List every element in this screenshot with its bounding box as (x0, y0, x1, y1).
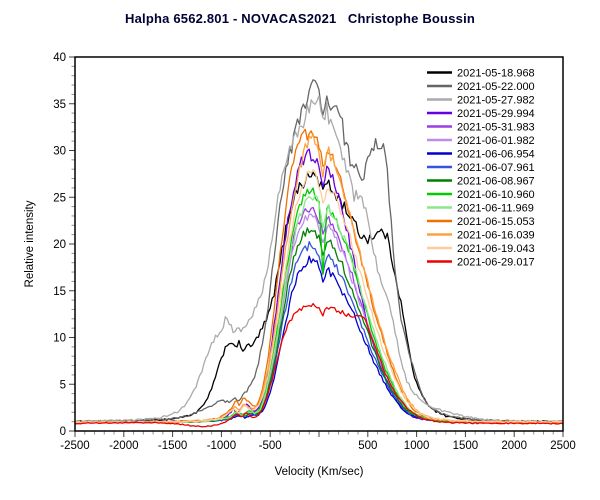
legend-label: 2021-06-08.967 (457, 176, 535, 188)
legend-label: 2021-05-18.968 (457, 68, 535, 80)
y-tick-label: 30 (53, 146, 66, 158)
chart-title: Halpha 6562.801 - NOVACAS2021 Christophe… (124, 11, 476, 26)
y-tick-label: 20 (53, 239, 66, 251)
legend-label: 2021-06-19.043 (457, 243, 535, 255)
x-tick-label: 1500 (453, 440, 479, 452)
y-tick-label: 5 (60, 379, 66, 391)
spectrum-curve (75, 95, 563, 424)
x-tick-label: 1000 (404, 440, 430, 452)
y-tick-label: 35 (53, 99, 66, 111)
y-tick-label: 10 (53, 333, 66, 345)
x-tick-label: -500 (259, 440, 282, 452)
legend-label: 2021-05-22.000 (457, 81, 535, 93)
x-tick-label: -2500 (60, 440, 89, 452)
x-axis-title: Velocity (Km/sec) (274, 466, 364, 478)
legend-label: 2021-06-11.969 (457, 203, 534, 215)
legend-label: 2021-05-31.983 (457, 122, 535, 134)
x-tick-label: -1500 (158, 440, 187, 452)
legend-label: 2021-06-10.960 (457, 189, 535, 201)
legend-label: 2021-06-15.053 (457, 216, 535, 228)
legend-label: 2021-05-29.994 (457, 108, 535, 120)
y-axis-title: Relative intensity (24, 200, 36, 288)
x-tick-label: 2500 (550, 440, 576, 452)
plot-border (74, 56, 564, 432)
y-tick-label: 0 (60, 426, 66, 438)
spectrum-curve (75, 255, 563, 424)
spectrum-curve (75, 302, 563, 428)
x-tick-label: 2000 (501, 440, 527, 452)
legend-label: 2021-06-01.982 (457, 135, 535, 147)
legend-label: 2021-06-06.954 (457, 149, 535, 161)
y-tick-label: 25 (53, 192, 66, 204)
x-tick-label: 500 (358, 440, 377, 452)
x-tick-label: -1000 (207, 440, 236, 452)
y-tick-label: 15 (53, 286, 66, 298)
legend-label: 2021-06-29.017 (457, 257, 535, 269)
legend-label: 2021-05-27.982 (457, 95, 535, 107)
y-tick-label: 40 (53, 52, 66, 64)
legend-label: 2021-06-16.039 (457, 230, 535, 242)
legend-label: 2021-06-07.961 (457, 162, 535, 174)
x-tick-label: -2000 (109, 440, 138, 452)
